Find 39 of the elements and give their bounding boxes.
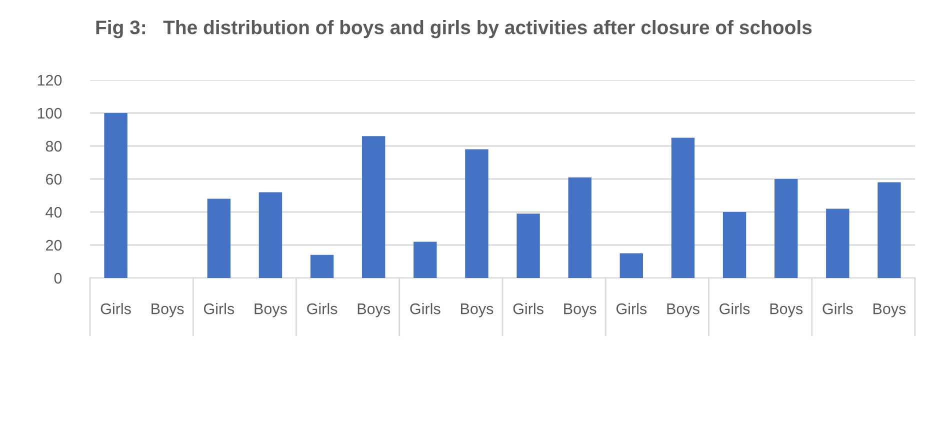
x-tick-label: Girls	[204, 303, 234, 314]
bar	[516, 214, 540, 278]
y-tick-label: 20	[46, 240, 62, 251]
x-tick-label: Boys	[254, 304, 287, 318]
x-tick-label: Girls	[822, 303, 853, 314]
y-tick-label: 120	[38, 74, 62, 86]
x-tick-label: Boys	[358, 304, 390, 318]
y-tick-label: 60	[46, 174, 62, 185]
bar	[310, 254, 334, 278]
y-tick-label: 100	[38, 108, 62, 119]
x-tick-label: Boys	[460, 304, 494, 318]
bar	[620, 253, 644, 278]
x-tick-label: Girls	[720, 303, 750, 314]
bar	[362, 136, 386, 278]
bar	[671, 138, 695, 278]
y-tick-label: 0	[54, 272, 62, 284]
x-tick-label: Girls	[513, 303, 544, 314]
bar	[722, 212, 746, 278]
bar	[774, 179, 798, 278]
x-tick-label: Boys	[152, 304, 184, 318]
x-tick-label: Boys	[667, 304, 700, 318]
x-tick-label: Boys	[873, 304, 906, 318]
x-tick-label: Girls	[616, 303, 647, 314]
y-tick-label: 80	[46, 140, 62, 152]
chart-title: Fig 3: The distribution of boys and girls by activities after closure of schools	[96, 20, 812, 38]
bar	[465, 149, 488, 278]
x-tick-label: Girls	[307, 303, 338, 314]
x-tick-label: Girls	[100, 303, 131, 314]
bar	[414, 242, 437, 278]
x-tick-label: Boys	[770, 304, 803, 318]
bar	[104, 113, 128, 278]
y-tick-label: 40	[46, 206, 62, 218]
bar	[258, 192, 282, 278]
bar	[826, 208, 850, 278]
bar	[568, 177, 592, 278]
x-tick-label: Girls	[410, 303, 440, 314]
bar	[878, 182, 901, 278]
x-tick-label: Boys	[564, 304, 596, 318]
bar	[207, 198, 231, 278]
